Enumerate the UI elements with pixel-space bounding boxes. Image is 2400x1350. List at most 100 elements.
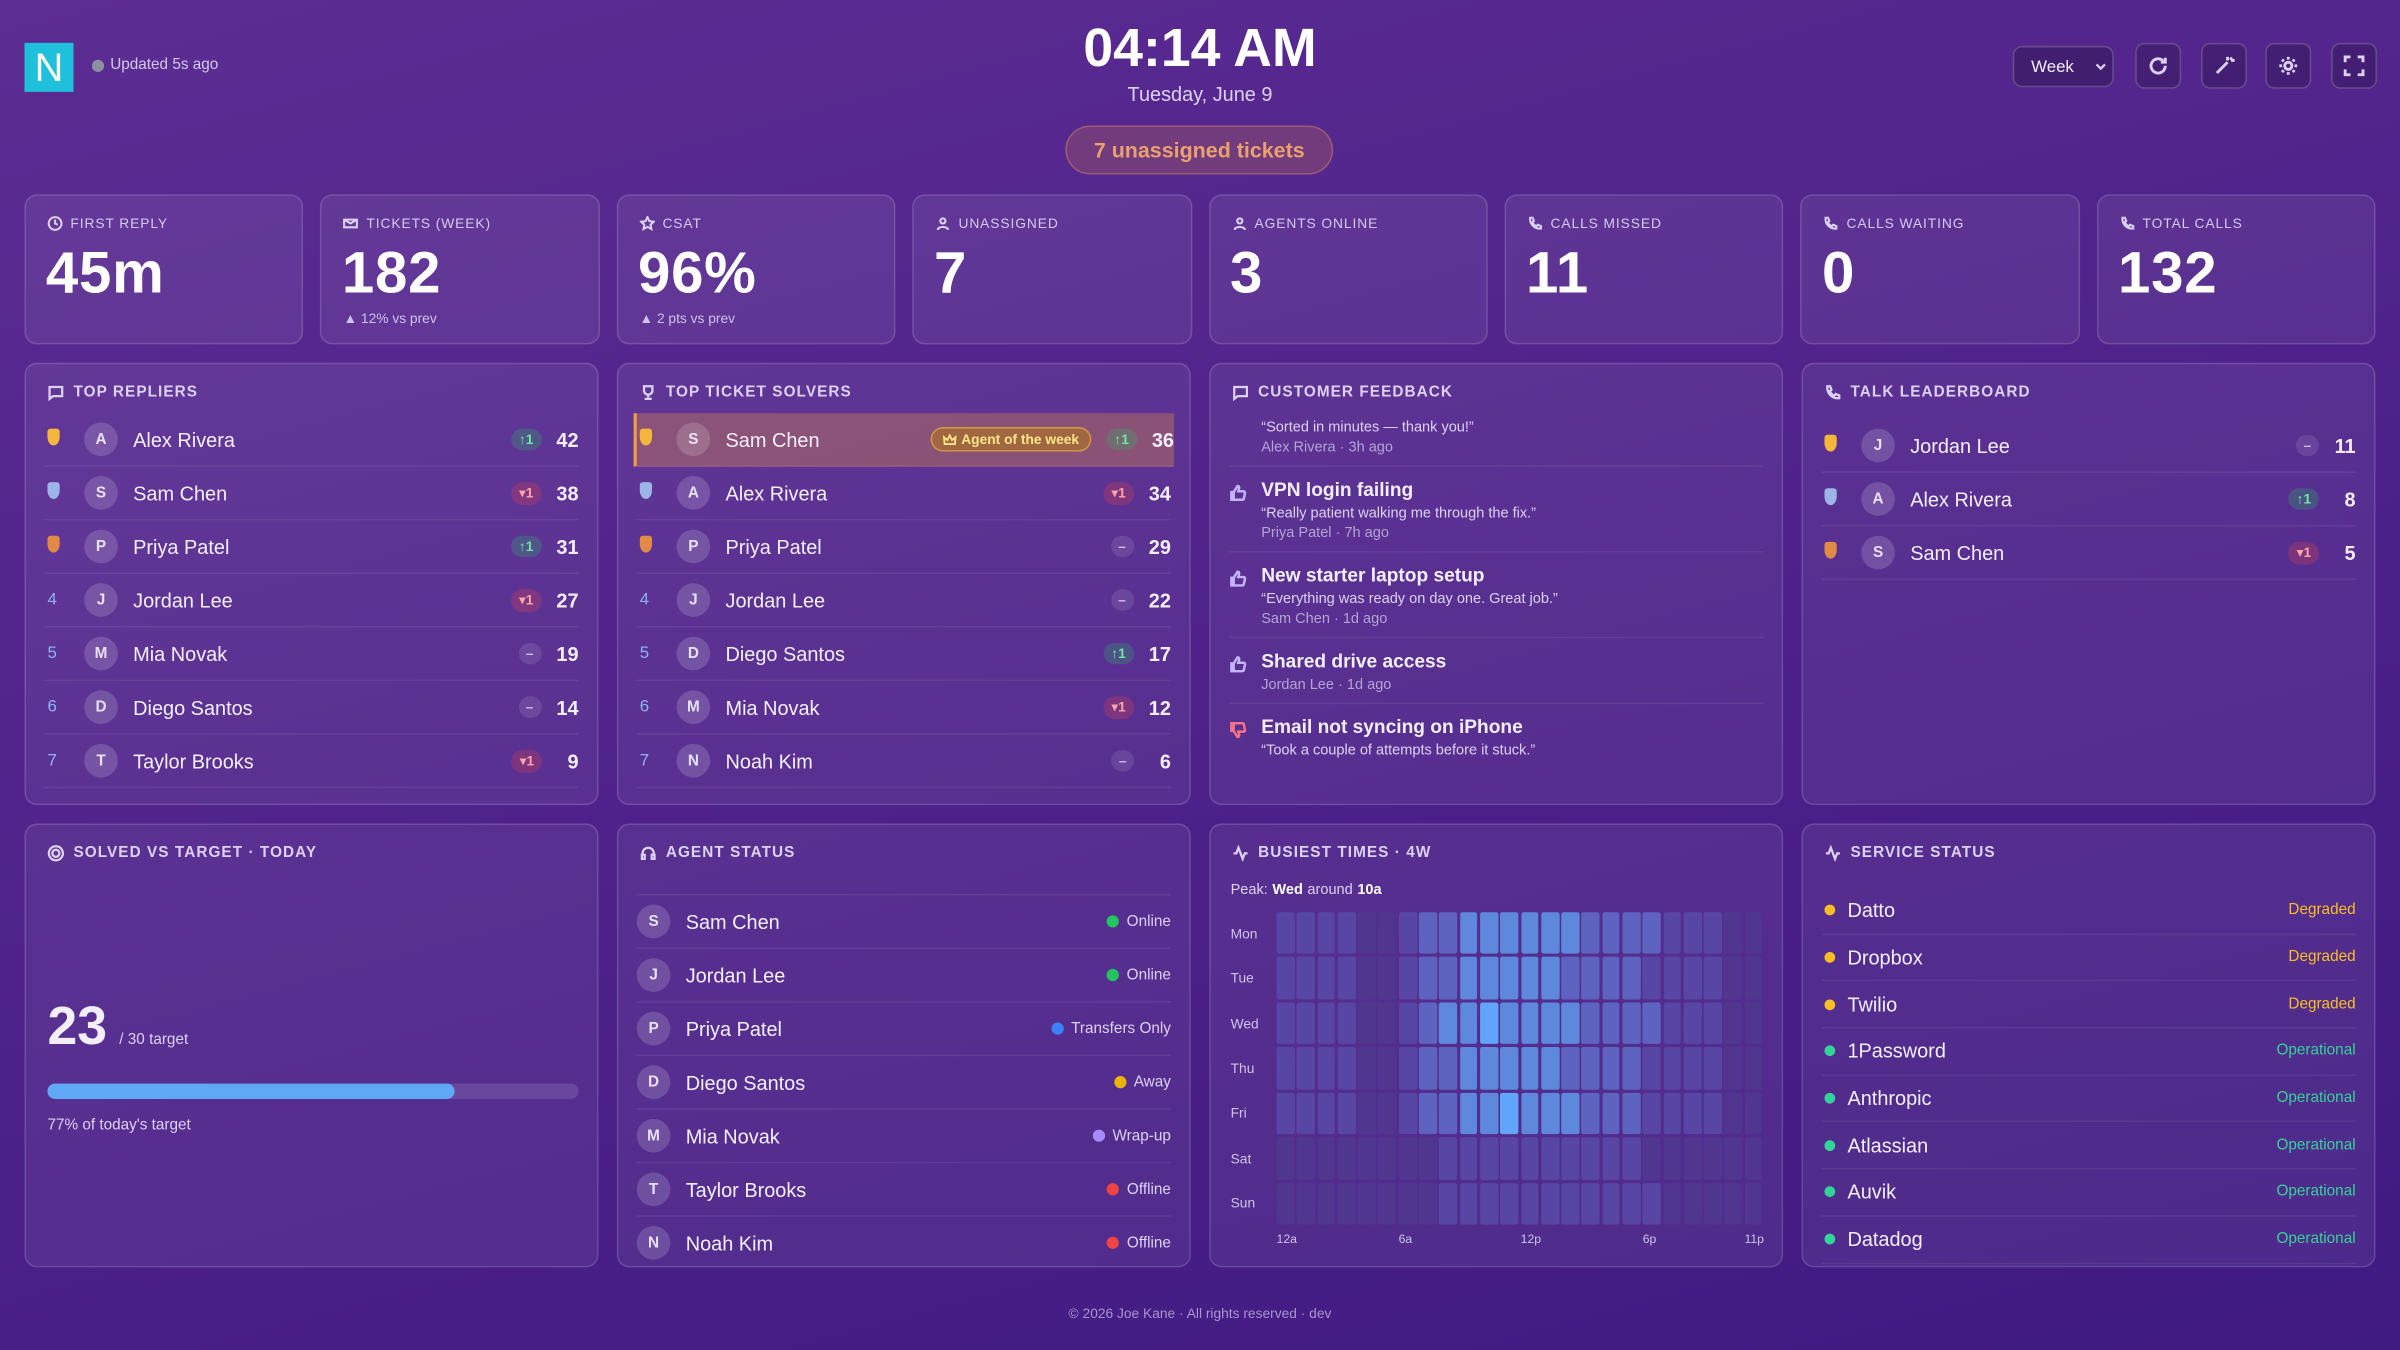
heat-cell [1602,1092,1621,1135]
service-row: Atlassian Operational [1821,1123,2356,1170]
peak-day: Wed [1272,881,1303,899]
agent-status: Wrap-up [1112,1127,1171,1145]
heat-cell [1378,1092,1397,1135]
heat-cell [1602,957,1621,1000]
status-dot [1824,1139,1836,1151]
medal [47,535,60,553]
kpi-label-text: CALLS MISSED [1550,215,1662,232]
heat-cell [1378,1002,1397,1045]
feedback-subject: Email not syncing on iPhone [1261,716,1523,738]
heat-cell [1724,1137,1743,1180]
count: 42 [556,427,579,451]
kpi-value: 132 [2118,241,2218,307]
settings-button[interactable] [2265,42,2312,89]
heat-cell [1317,957,1336,1000]
day-label: Mon [1230,925,1258,941]
heat-cell [1276,1137,1295,1180]
heat-cell [1337,1092,1356,1135]
agent-name: Mia Novak [685,1124,780,1148]
card-title-text: SOLVED VS TARGET · TODAY [73,844,318,862]
count: 6 [1159,749,1171,773]
unassigned-badge[interactable]: 7 unassigned tickets [1065,125,1334,175]
heat-cell [1724,1182,1743,1225]
feedback-subject: VPN login failing [1261,479,1414,501]
kpi-value: 45m [45,241,165,307]
heat-cell [1622,957,1641,1000]
heat-cell [1479,1047,1498,1090]
day-label: Tue [1230,970,1254,986]
heat-cell [1276,1047,1295,1090]
heat-cell [1642,1182,1661,1225]
fullscreen-button[interactable] [2330,42,2377,89]
refresh-button[interactable] [2135,42,2182,89]
count: 36 [1151,427,1174,451]
heat-cell [1744,1137,1763,1180]
heat-cell [1439,1002,1458,1045]
kpi-card: CSAT 96% ▲ 2 pts vs prev [616,194,896,345]
heat-cell [1418,1182,1437,1225]
heat-cell [1418,1002,1437,1045]
service-name: Datto [1847,898,1896,922]
avatar: J [676,583,711,617]
avatar: D [676,636,711,671]
icon [1230,570,1247,587]
heat-cell [1663,1092,1682,1135]
heat-cell [1642,1047,1661,1090]
avatar: D [636,1065,671,1099]
feedback-list: “Sorted in minutes — thank you!” Alex Riv… [1229,419,1764,777]
heat-cell [1520,1137,1539,1180]
trend-pill: – [518,696,542,718]
avatar: M [636,1118,671,1153]
sentiment [1229,479,1249,542]
rank: 5 [637,644,677,662]
sentiment [1229,716,1249,762]
progress-caption: 77% of today's target [47,1117,191,1135]
heat-cell [1561,912,1580,955]
agent-name: Sam Chen [1910,541,2005,565]
heat-cell [1642,957,1661,1000]
status-dot [1107,1236,1120,1249]
footer: © 2026 Joe Kane · All rights reserved · … [1068,1305,1332,1321]
solved-value: 23 [47,996,108,1057]
agent-name: Jordan Lee [1910,433,2010,457]
magic-button[interactable] [2200,42,2247,89]
kpi-label: CSAT [639,215,701,231]
status-dot [1824,999,1836,1010]
count: 11 [2334,433,2356,457]
medal [639,482,653,499]
kpi-label: TICKETS (WEEK) [343,216,491,231]
icon [1233,844,1248,862]
kpi-card: TOTAL CALLS 132 [2096,194,2376,345]
icon [343,218,359,229]
card-title-text: AGENT STATUS [665,844,796,862]
heat-cell [1581,1047,1600,1090]
agent-status: Transfers Only [1071,1020,1171,1037]
agent-status: Offline [1126,1180,1171,1198]
feedback-quote: “Sorted in minutes — thank you!” [1261,419,1474,437]
heat-cell [1296,1092,1315,1135]
status-dot [1113,1076,1127,1089]
heat-cell [1622,1182,1641,1225]
heat-cell [1439,1137,1458,1180]
rank-number: 4 [47,590,57,610]
clock: 04:14 AM [1083,18,1317,79]
heat-cell [1276,957,1295,1000]
agent-row: T Taylor Brooks Offline [636,1163,1171,1217]
rank [637,482,677,503]
heat-cell [1663,1182,1682,1225]
feedback-card: CUSTOMER FEEDBACK “Sorted in minutes — th… [1209,362,1784,806]
card-title-text: TALK LEADERBOARD [1850,384,2031,402]
heat-cell [1581,1182,1600,1225]
heat-cell [1357,1182,1376,1225]
day-label: Fri [1230,1105,1247,1122]
range-select[interactable]: Week [2012,45,2114,88]
leaderboard-row: A Alex Rivera ↑1 8 [1821,473,2356,527]
trend-pill: ↑1 [511,535,542,558]
trend-pill: ↑1 [2289,488,2319,510]
avatar: J [84,583,118,617]
kpi-value: 3 [1229,241,1264,307]
agent-name: Jordan Lee [725,588,826,612]
agent-row: J Jordan Lee Online [636,949,1171,1003]
heat-cell [1744,1182,1763,1225]
feedback-item: Email not syncing on iPhone “Took a coupl… [1229,710,1763,771]
